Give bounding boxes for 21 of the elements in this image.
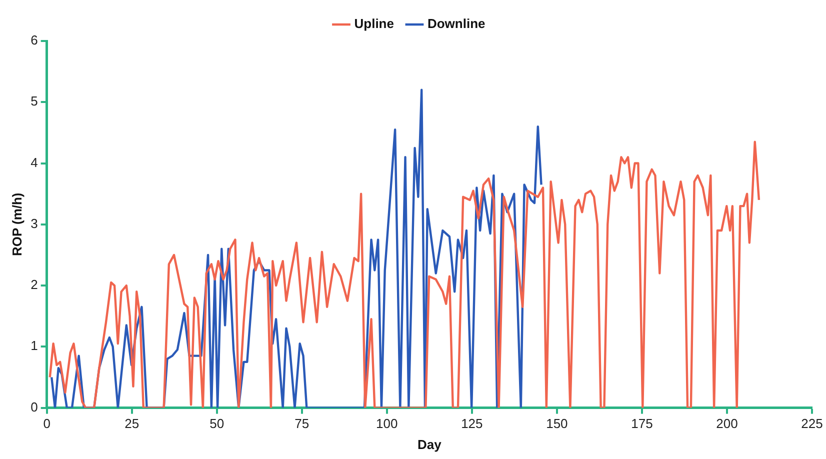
x-tick-label: 225 <box>801 416 823 432</box>
x-axis-title: Day <box>417 436 442 452</box>
y-tick-label: 2 <box>30 277 38 292</box>
legend-label: Downline <box>427 16 486 32</box>
x-tick-label: 150 <box>546 416 568 432</box>
y-tick-label: 3 <box>30 216 38 231</box>
x-tick-label: 100 <box>376 416 398 432</box>
y-tick-label: 4 <box>30 154 38 170</box>
legend-label: Upline <box>354 16 394 32</box>
y-axis-title: ROP (m/h) <box>9 192 24 256</box>
y-tick-label: 5 <box>30 94 38 109</box>
x-tick-label: 200 <box>716 416 738 432</box>
x-tick-label: 0 <box>43 416 50 432</box>
x-tick-label: 75 <box>294 416 310 432</box>
y-tick-label: 6 <box>30 32 38 48</box>
x-tick-label: 25 <box>124 416 140 432</box>
y-tick-label: 0 <box>30 399 38 414</box>
y-tick-label: 1 <box>30 338 38 354</box>
x-tick-label: 50 <box>210 416 224 432</box>
x-tick-label: 125 <box>461 416 483 432</box>
x-tick-label: 175 <box>631 416 653 432</box>
